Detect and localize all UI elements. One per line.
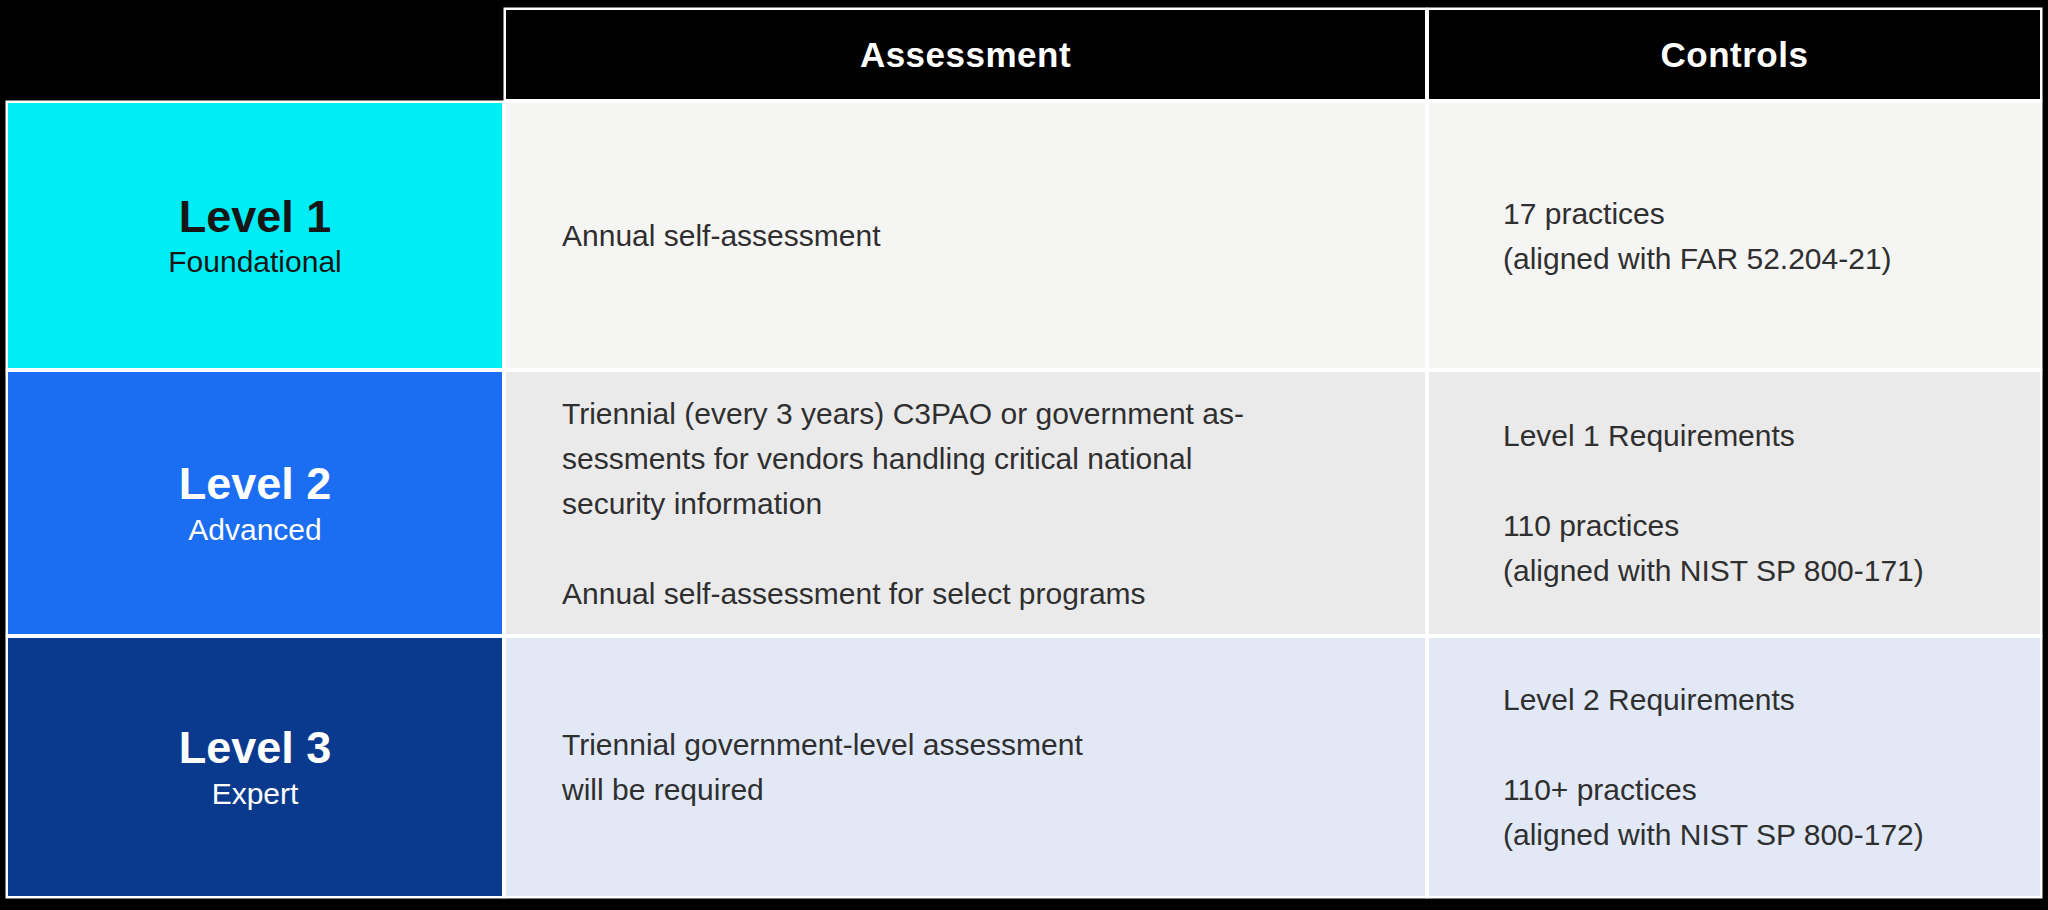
level-1-assessment-text: Annual self-assessment: [506, 213, 921, 258]
level-3-assessment-cell: Triennial government-level assessment wi…: [506, 638, 1425, 896]
header-assessment-label: Assessment: [860, 35, 1071, 75]
level-3-tier: Expert: [212, 777, 299, 811]
header-controls-label: Controls: [1661, 35, 1809, 75]
level-2-assessment-text: Triennial (every 3 years) C3PAO or gover…: [506, 391, 1284, 616]
header-controls-cell: Controls: [1429, 10, 2040, 99]
level-1-title: Level 1: [179, 192, 332, 242]
level-3-controls-cell: Level 2 Requirements 110+ practices (ali…: [1429, 638, 2040, 896]
level-3-title: Level 3: [179, 723, 332, 773]
level-1-assessment-cell: Annual self-assessment: [506, 103, 1425, 368]
level-3-assessment-text: Triennial government-level assessment wi…: [506, 722, 1123, 812]
level-2-assessment-cell: Triennial (every 3 years) C3PAO or gover…: [506, 372, 1425, 634]
level-1-tier: Foundational: [168, 245, 341, 279]
header-assessment-cell: Assessment: [506, 10, 1425, 99]
header-spacer-cell: [8, 10, 502, 99]
level-3-cell: Level 3 Expert: [8, 638, 502, 896]
level-1-controls-text: 17 practices (aligned with FAR 52.204-21…: [1429, 191, 1912, 281]
cmmc-levels-table: Assessment Controls Level 1 Foundational…: [8, 10, 2040, 896]
level-2-tier: Advanced: [188, 513, 321, 547]
level-3-controls-text: Level 2 Requirements 110+ practices (ali…: [1429, 677, 1944, 857]
level-1-cell: Level 1 Foundational: [8, 103, 502, 368]
level-2-title: Level 2: [179, 459, 332, 509]
level-2-controls-text: Level 1 Requirements 110 practices (alig…: [1429, 413, 1944, 593]
level-2-controls-cell: Level 1 Requirements 110 practices (alig…: [1429, 372, 2040, 634]
level-1-controls-cell: 17 practices (aligned with FAR 52.204-21…: [1429, 103, 2040, 368]
level-2-cell: Level 2 Advanced: [8, 372, 502, 634]
